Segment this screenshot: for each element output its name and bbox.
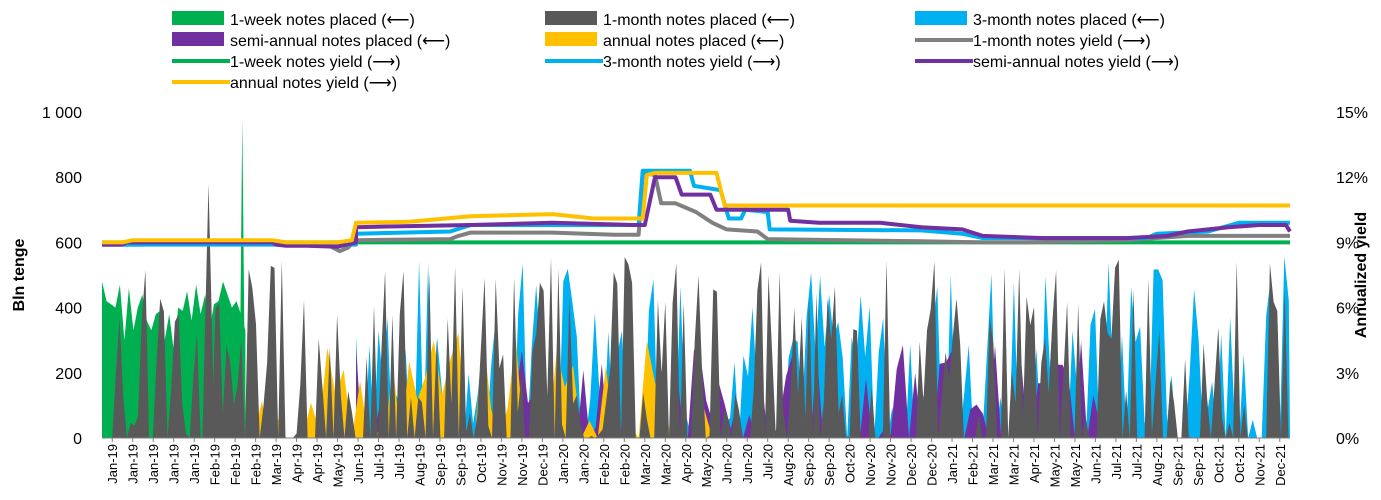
x-tick-label: Jul-21 [1129, 444, 1144, 479]
x-tick-label: Jan-20 [576, 444, 591, 484]
x-tick-label: Mar-19 [269, 444, 284, 485]
legend-label: 1-week notes yield (⟶) [230, 54, 401, 71]
x-tick-label: Feb-21 [966, 444, 981, 485]
x-tick-label: Jun-20 [720, 444, 735, 484]
y-right-tick-label: 12% [1336, 170, 1368, 187]
x-tick-label: Oct-19 [474, 444, 489, 483]
x-tick-label: Nov-21 [1252, 444, 1267, 486]
legend-label: annual notes yield (⟶) [230, 75, 397, 92]
x-tick-label: Nov-20 [863, 444, 878, 486]
legend-label: 1-week notes placed (⟵) [230, 12, 415, 29]
x-tick-label: May-19 [331, 444, 346, 487]
x-tick-label: Jul-21 [1109, 444, 1124, 479]
x-tick-label: Jan-19 [105, 444, 120, 484]
x-tick-label: Oct-21 [1232, 444, 1247, 483]
legend-label: semi-annual notes yield (⟶) [973, 54, 1179, 71]
legend-label: 1-month notes placed (⟵) [603, 12, 795, 29]
yield-lines [102, 168, 1292, 254]
y-left-tick-label: 800 [55, 170, 82, 187]
x-tick-label: Nov-19 [515, 444, 530, 486]
x-tick-label: Mar-21 [1007, 444, 1022, 485]
x-tick-label: Jul-19 [372, 444, 387, 479]
x-tick-label: Dec-20 [925, 444, 940, 486]
legend-label: annual notes placed (⟵) [603, 33, 784, 50]
legend-swatch [545, 11, 597, 25]
x-tick-label: May-21 [1068, 444, 1083, 487]
legend-swatch [915, 11, 967, 25]
x-tick-label: May-20 [699, 444, 714, 487]
x-tick-label: Feb-19 [208, 444, 223, 485]
x-tick-label: Feb-20 [617, 444, 632, 485]
y-left-tick-label: 400 [55, 301, 82, 318]
x-tick-label: Apr-21 [1027, 444, 1042, 483]
x-tick-label: Sep-19 [453, 444, 468, 486]
x-tick-label: Sep-19 [433, 444, 448, 486]
x-tick-label: Feb-19 [249, 444, 264, 485]
x-tick-label: Sep-20 [802, 444, 817, 486]
x-tick-label: Aug-19 [413, 444, 428, 486]
x-tick-label: Jan-21 [945, 444, 960, 484]
x-tick-label: Mar-20 [658, 444, 673, 485]
legend-swatch [172, 11, 224, 25]
y-right-tick-label: 0% [1336, 431, 1359, 448]
y-axis-left-title: Bln tenge [11, 238, 28, 311]
x-tick-label: Jun-21 [1088, 444, 1103, 484]
x-tick-label: Jun-19 [351, 444, 366, 484]
x-tick-label: Oct-21 [1211, 444, 1226, 483]
legend-label: 1-month notes yield (⟶) [973, 33, 1151, 50]
y-axis-right-title: Annualized yield [1353, 212, 1370, 338]
y-right-tick-label: 15% [1336, 105, 1368, 122]
x-tick-label: Sep-20 [822, 444, 837, 486]
x-tick-label: Mar-20 [638, 444, 653, 485]
x-tick-label: Dec-20 [904, 444, 919, 486]
x-tick-label: Aug-20 [781, 444, 796, 486]
y-left-tick-label: 200 [55, 366, 82, 383]
area-1-month-placed [112, 257, 1291, 438]
x-tick-label: Apr-20 [679, 444, 694, 483]
x-tick-label: Mar-21 [986, 444, 1001, 485]
yield-line-3 [102, 175, 1292, 249]
yield-line-2 [102, 168, 1290, 247]
x-tick-label: Jan-19 [126, 444, 141, 484]
x-tick-label: Nov-19 [494, 444, 509, 486]
y-left-tick-label: 600 [55, 235, 82, 252]
x-tick-label: Jul-19 [392, 444, 407, 479]
area-1-month-spike [202, 183, 215, 438]
legend-label: 3-month notes placed (⟵) [973, 12, 1165, 29]
x-tick-label: Dec-19 [535, 444, 550, 486]
x-tick-label: Jan-20 [556, 444, 571, 484]
y-left-tick-label: 1 000 [42, 105, 82, 122]
x-tick-label: Jan-19 [187, 444, 202, 484]
x-tick-label: Nov-20 [884, 444, 899, 486]
x-tick-label: Aug-21 [1150, 444, 1165, 486]
x-tick-label: Jan-19 [146, 444, 161, 484]
legend-label: semi-annual notes placed (⟵) [230, 33, 450, 50]
legend-swatch [545, 32, 597, 46]
x-tick-label: Jan-19 [167, 444, 182, 484]
x-tick-label: Dec-21 [1273, 444, 1288, 486]
x-tick-label: Jun-20 [740, 444, 755, 484]
x-tick-label: May-21 [1047, 444, 1062, 487]
y-right-tick-label: 3% [1336, 366, 1359, 383]
axes: 0 200 400 600 800 1 000 0% 3% 6% 9% 12% 15% Jan-19 Ja… [42, 105, 1368, 487]
y-left-tick-label: 0 [73, 431, 82, 448]
x-tick-label: Sep-21 [1191, 444, 1206, 486]
legend-label: 3-month notes yield (⟶) [603, 54, 781, 71]
y-right-tick-label: 6% [1336, 301, 1359, 318]
x-tick-label: Feb-19 [228, 444, 243, 485]
x-tick-label: Apr-19 [290, 444, 305, 483]
x-tick-label: Feb-20 [597, 444, 612, 485]
legend: 1-week notes placed (⟵) 1-month notes pla… [172, 11, 1179, 92]
y-right-tick-label: 9% [1336, 235, 1359, 252]
x-tick-label: Apr-19 [310, 444, 325, 483]
legend-swatch [172, 32, 224, 46]
x-tick-label: Oct-20 [843, 444, 858, 483]
x-tick-label: Jul-20 [761, 444, 776, 479]
placement-areas [102, 118, 1291, 439]
x-tick-label: Sep-21 [1170, 444, 1185, 486]
yield-line-4 [102, 170, 1290, 245]
